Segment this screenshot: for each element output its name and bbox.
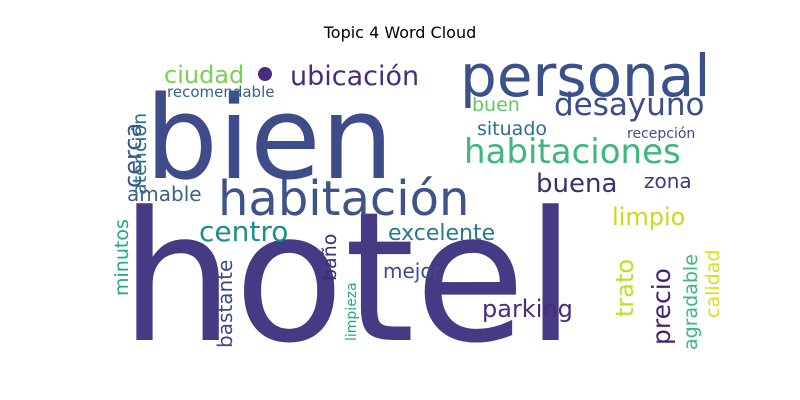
word-21: minutos	[111, 219, 133, 296]
word-14: precio	[647, 268, 676, 345]
word-24: baño	[319, 234, 341, 281]
word-8: buena	[536, 169, 617, 199]
word-20: mejor	[383, 259, 442, 283]
word-4: habitaciones	[464, 132, 681, 172]
word-29: limpieza	[344, 282, 360, 341]
dot-mark	[258, 67, 272, 81]
word-26: calidad	[702, 250, 724, 318]
word-2: personal	[460, 42, 710, 110]
word-7: ciudad	[164, 61, 244, 89]
word-10: excelente	[388, 221, 495, 246]
word-5: desayuno	[554, 87, 705, 123]
word-22: atención	[129, 113, 151, 195]
word-25: agradable	[680, 254, 702, 350]
word-27: recomendable	[167, 83, 274, 101]
word-6: ubicación	[290, 61, 419, 92]
word-3: habitación	[218, 171, 469, 227]
word-28: recepción	[627, 126, 695, 142]
word-13: limpio	[612, 203, 685, 231]
word-15: zona	[644, 169, 692, 193]
word-17: trato	[611, 259, 639, 317]
word-19: situado	[477, 118, 547, 140]
chart-title: Topic 4 Word Cloud	[323, 23, 477, 42]
word-23: bastante	[213, 260, 237, 348]
word-11: cerca	[119, 123, 147, 188]
word-9: centro	[199, 215, 288, 248]
word-1: bien	[145, 72, 394, 206]
word-12: amable	[127, 182, 202, 206]
word-16: parking	[482, 295, 573, 323]
word-0: hotel	[120, 174, 576, 383]
word-18: buen	[472, 94, 520, 116]
